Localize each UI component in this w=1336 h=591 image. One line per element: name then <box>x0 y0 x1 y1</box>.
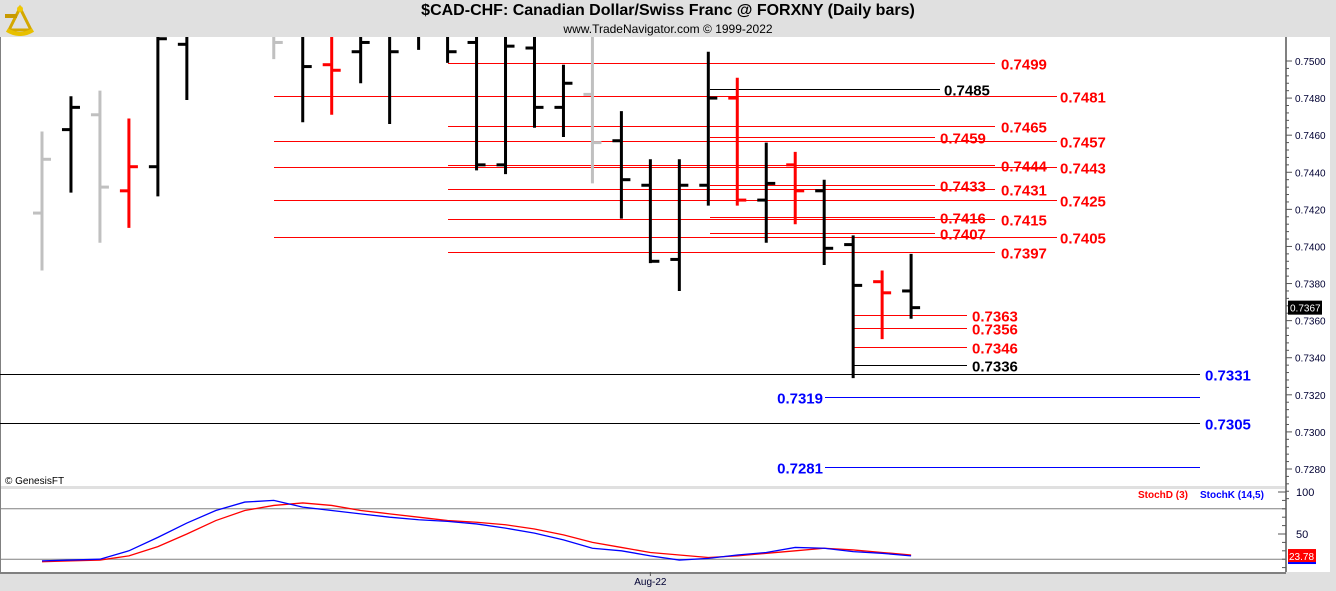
ohlc-bar <box>844 235 863 379</box>
level-label: 0.7319 <box>777 391 823 408</box>
stoch-last-value: 23.78 <box>1289 552 1314 563</box>
ohlc-bar <box>90 90 109 243</box>
ohlc-bar <box>61 96 80 193</box>
level-label: 0.7425 <box>1060 194 1106 211</box>
copyright-label: © GenesisFT <box>5 476 64 487</box>
ohlc-bar <box>728 77 747 206</box>
ohlc-bar <box>612 111 631 219</box>
level-label: 0.7363 <box>972 309 1018 326</box>
level-label: 0.7397 <box>1001 246 1047 263</box>
level-label: 0.7457 <box>1060 135 1106 152</box>
ohlc-bar <box>148 37 167 197</box>
stoch-tick-label: 100 <box>1296 487 1314 499</box>
last-price-box <box>1288 300 1322 315</box>
sextant-logo-icon <box>3 2 37 36</box>
level-label: 0.7459 <box>940 131 986 148</box>
stoch-tick-label: 50 <box>1296 529 1308 541</box>
stoch-line-d <box>41 502 912 563</box>
y-tick-label: 0.7500 <box>1295 57 1326 68</box>
ohlc-bar <box>322 37 341 115</box>
level-label: 0.7305 <box>1205 417 1251 434</box>
ohlc-bar <box>301 37 312 123</box>
ohlc-bar <box>177 37 189 100</box>
ohlc-bar <box>119 118 138 228</box>
stochastic-panel <box>0 489 1286 572</box>
ohlc-bar <box>757 142 776 243</box>
ohlc-bar <box>902 253 921 319</box>
ohlc-bar <box>670 159 689 291</box>
level-label: 0.7331 <box>1205 368 1251 385</box>
legend-stochk: StochK (14,5) <box>1200 490 1264 501</box>
ohlc-bar <box>351 37 370 84</box>
level-label: 0.7281 <box>777 461 823 478</box>
ohlc-bar <box>786 151 805 225</box>
level-label: 0.7499 <box>1001 57 1047 74</box>
ohlc-bar <box>272 37 283 60</box>
ohlc-bar <box>583 37 602 184</box>
ohlc-bar <box>33 131 51 271</box>
ohlc-bar <box>446 37 457 63</box>
level-label: 0.7336 <box>972 359 1018 376</box>
stoch-value-box <box>1288 549 1316 563</box>
price-plot: 0.7499 0.7485 0.7481 0.7465 0.7459 0.7457 0.74… <box>0 0 1251 478</box>
stoch-value-underline <box>1288 562 1316 565</box>
ohlc-bar <box>496 37 515 175</box>
x-tick-label: Aug-22 <box>634 577 667 588</box>
ohlc-bar <box>207 0 225 33</box>
y-tick-label: 0.7300 <box>1295 428 1326 439</box>
level-label: 0.7481 <box>1060 90 1106 107</box>
level-label: 0.7485 <box>944 83 990 100</box>
level-label: 0.7346 <box>972 341 1018 358</box>
y-tick-label: 0.7420 <box>1295 205 1326 216</box>
ohlc-bar <box>236 0 254 24</box>
ohlc-bar <box>873 270 892 340</box>
level-label: 0.7405 <box>1060 231 1106 248</box>
level-label: 0.7431 <box>1001 183 1047 200</box>
legend-stochd: StochD (3) <box>1138 490 1188 501</box>
y-tick-label: 0.7480 <box>1295 94 1326 105</box>
ohlc-bar <box>388 37 399 125</box>
y-tick-label: 0.7320 <box>1295 391 1326 402</box>
level-label: 0.7433 <box>940 179 986 196</box>
y-tick-label: 0.7460 <box>1295 131 1326 142</box>
y-tick-label: 0.7360 <box>1295 317 1326 328</box>
level-label: 0.7407 <box>940 227 986 244</box>
ohlc-bar <box>467 37 486 171</box>
y-tick-label: 0.7400 <box>1295 242 1326 253</box>
stoch-line-k <box>41 499 912 562</box>
price-panel <box>0 37 1286 486</box>
y-tick-label: 0.7440 <box>1295 168 1326 179</box>
ohlc-bar <box>525 37 544 128</box>
chart-title: $CAD-CHF: Canadian Dollar/Swiss Franc @ … <box>421 2 915 19</box>
level-label: 0.7415 <box>1001 213 1047 230</box>
ohlc-bar <box>699 51 718 206</box>
ohlc-bar <box>417 37 421 50</box>
last-price-label: 0.7367 <box>1290 304 1321 315</box>
ohlc-bar <box>815 179 834 265</box>
level-label: 0.7356 <box>972 322 1018 339</box>
chart-subtitle: www.TradeNavigator.com © 1999-2022 <box>563 22 773 36</box>
y-tick-label: 0.7340 <box>1295 354 1326 365</box>
level-label: 0.7443 <box>1060 161 1106 178</box>
y-tick-label: 0.7380 <box>1295 280 1326 291</box>
y-tick-label: 0.7280 <box>1295 465 1326 476</box>
level-label: 0.7465 <box>1001 120 1047 137</box>
ohlc-bar <box>554 64 573 138</box>
ohlc-bar <box>641 159 660 264</box>
